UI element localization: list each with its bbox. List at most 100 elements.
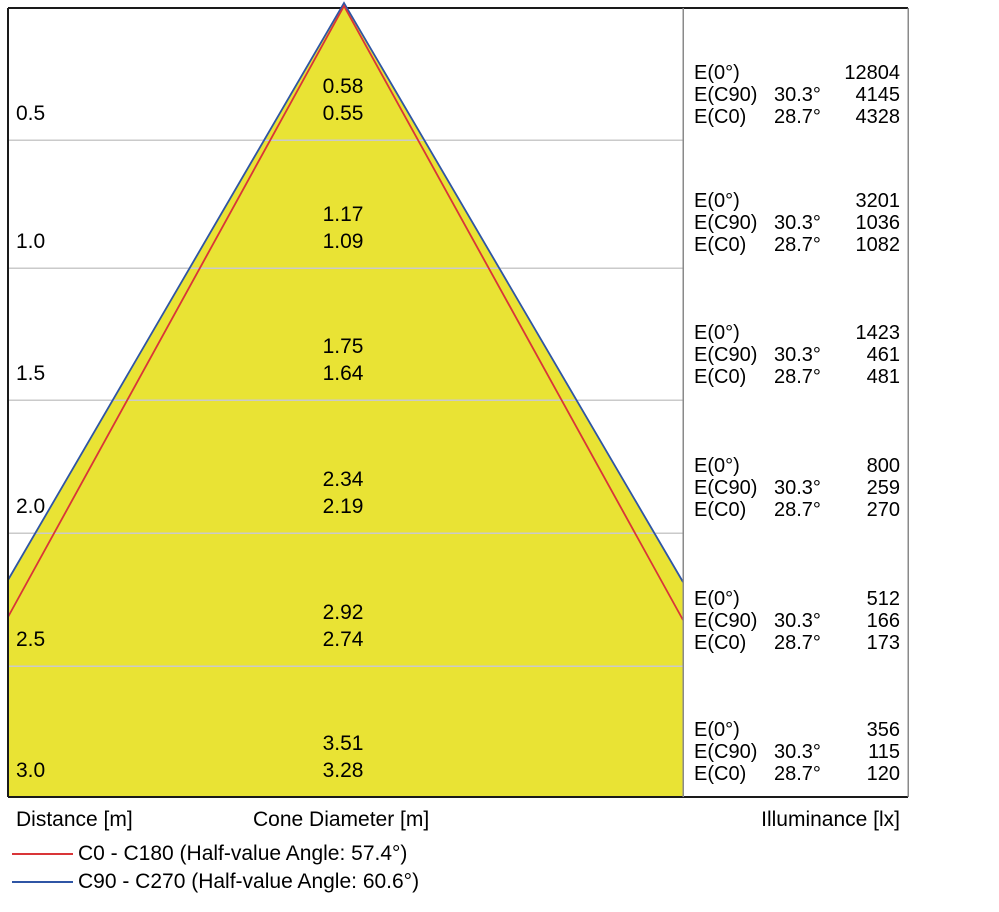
e0-value: 12804 (844, 62, 900, 84)
ec90-angle: 30.3° (774, 477, 821, 499)
cone-diameter-c90-value: 1.75 (322, 335, 364, 358)
e0-row: E(0°) 800 (694, 455, 900, 477)
c0-c180-legend-label: C0 - C180 (Half-value Angle: 57.4°) (78, 842, 408, 865)
e0-label: E(0°) (694, 62, 740, 84)
ec0-angle: 28.7° (774, 632, 821, 654)
e0-label: E(0°) (694, 719, 740, 741)
e0-angle (774, 322, 832, 344)
cone-diameter-c90-value: 0.58 (322, 75, 364, 98)
illuminance-block: E(0°) 356 E(C90) 30.3° 115 E(C0) 28.7° 120 (694, 719, 900, 785)
e0-angle (774, 190, 832, 212)
ec90-label: E(C90) (694, 610, 758, 632)
ec0-value: 1082 (855, 234, 901, 256)
ec0-row: E(C0) 28.7° 1082 (694, 234, 900, 256)
e0-label: E(0°) (694, 455, 740, 477)
ec90-label: E(C90) (694, 84, 758, 106)
ec0-label: E(C0) (694, 106, 747, 128)
e0-row: E(0°) 356 (694, 719, 900, 741)
ec0-row: E(C0) 28.7° 120 (694, 763, 900, 785)
ec0-value: 173 (866, 632, 900, 654)
cone-diameter-c0-value: 0.55 (322, 102, 364, 125)
ec0-row: E(C0) 28.7° 4328 (694, 106, 900, 128)
e0-row: E(0°) 512 (694, 588, 900, 610)
illuminance-block: E(0°) 3201 E(C90) 30.3° 1036 E(C0) 28.7° 1082 (694, 190, 900, 256)
ec90-row: E(C90) 30.3° 461 (694, 344, 900, 366)
distance-axis-label: Distance [m] (16, 808, 133, 831)
illuminance-axis-label: Illuminance [lx] (761, 808, 900, 831)
ec90-value: 4145 (855, 84, 901, 106)
cone-diameter-c0-value: 1.64 (322, 362, 364, 385)
c90-c270-legend-label: C90 - C270 (Half-value Angle: 60.6°) (78, 870, 420, 893)
ec0-row: E(C0) 28.7° 481 (694, 366, 900, 388)
c0-c180-line (7, 4, 684, 621)
ec90-angle: 30.3° (774, 344, 821, 366)
cone-diameter-values: 0.58 0.55 (283, 73, 403, 127)
e0-label: E(0°) (694, 588, 740, 610)
cone-diameter-values: 1.75 1.64 (283, 333, 403, 387)
ec0-value: 120 (866, 763, 900, 785)
e0-row: E(0°) 12804 (694, 62, 900, 84)
ec90-value: 166 (866, 610, 900, 632)
cone-diameter-values: 2.92 2.74 (283, 599, 403, 653)
cone-diameter-c0-value: 2.19 (322, 495, 364, 518)
illuminance-block: E(0°) 1423 E(C90) 30.3° 461 E(C0) 28.7° 481 (694, 322, 900, 388)
c90-c270-legend-line (12, 881, 73, 883)
e0-label: E(0°) (694, 322, 740, 344)
distance-tick-label: 3.0 (16, 759, 46, 782)
cone-diameter-c0-value: 3.28 (322, 759, 364, 782)
cone-diameter-c90-value: 2.34 (322, 468, 364, 491)
distance-tick-label: 0.5 (16, 102, 46, 125)
ec0-label: E(C0) (694, 234, 747, 256)
ec0-value: 481 (866, 366, 900, 388)
cone-diameter-values: 1.17 1.09 (283, 201, 403, 255)
ec90-label: E(C90) (694, 344, 758, 366)
e0-angle (774, 719, 832, 741)
cone-diameter-c0-value: 1.09 (322, 230, 364, 253)
e0-value: 356 (866, 719, 900, 741)
ec0-label: E(C0) (694, 499, 747, 521)
e0-label: E(0°) (694, 190, 740, 212)
ec90-value: 259 (866, 477, 900, 499)
ec90-row: E(C90) 30.3° 1036 (694, 212, 900, 234)
e0-value: 3201 (855, 190, 901, 212)
e0-value: 512 (866, 588, 900, 610)
ec90-row: E(C90) 30.3° 166 (694, 610, 900, 632)
cone-diameter-values: 2.34 2.19 (283, 466, 403, 520)
ec0-label: E(C0) (694, 632, 747, 654)
e0-value: 800 (866, 455, 900, 477)
e0-angle (774, 455, 832, 477)
ec90-value: 461 (866, 344, 900, 366)
distance-tick-label: 2.0 (16, 495, 46, 518)
ec90-angle: 30.3° (774, 84, 821, 106)
ec90-value: 1036 (855, 212, 901, 234)
c90-c270-line (7, 1, 684, 583)
illuminance-block: E(0°) 512 E(C90) 30.3° 166 E(C0) 28.7° 173 (694, 588, 900, 654)
ec90-angle: 30.3° (774, 212, 821, 234)
distance-tick-label: 1.5 (16, 362, 46, 385)
ec90-value: 115 (868, 741, 900, 763)
ec90-row: E(C90) 30.3° 4145 (694, 84, 900, 106)
ec0-label: E(C0) (694, 763, 747, 785)
ec90-angle: 30.3° (774, 610, 821, 632)
e0-angle (774, 588, 832, 610)
ec0-angle: 28.7° (774, 106, 821, 128)
illuminance-block: E(0°) 12804 E(C90) 30.3° 4145 E(C0) 28.7° 432… (694, 62, 900, 128)
e0-angle (774, 62, 832, 84)
ec0-row: E(C0) 28.7° 173 (694, 632, 900, 654)
ec0-value: 4328 (855, 106, 901, 128)
ec0-label: E(C0) (694, 366, 747, 388)
ec90-angle: 30.3° (774, 741, 821, 763)
cone-diameter-axis-label: Cone Diameter [m] (253, 808, 430, 831)
cone-diameter-c90-value: 2.92 (322, 601, 364, 624)
ec0-angle: 28.7° (774, 234, 821, 256)
ec0-row: E(C0) 28.7° 270 (694, 499, 900, 521)
cone-diameter-values: 3.51 3.28 (283, 730, 403, 784)
cone-diameter-c90-value: 1.17 (322, 203, 364, 226)
ec0-angle: 28.7° (774, 499, 821, 521)
illuminance-block: E(0°) 800 E(C90) 30.3° 259 E(C0) 28.7° 270 (694, 455, 900, 521)
e0-row: E(0°) 1423 (694, 322, 900, 344)
c0-c180-legend-line (12, 853, 73, 855)
ec90-row: E(C90) 30.3° 115 (694, 741, 900, 763)
ec90-label: E(C90) (694, 477, 758, 499)
e0-value: 1423 (855, 322, 901, 344)
